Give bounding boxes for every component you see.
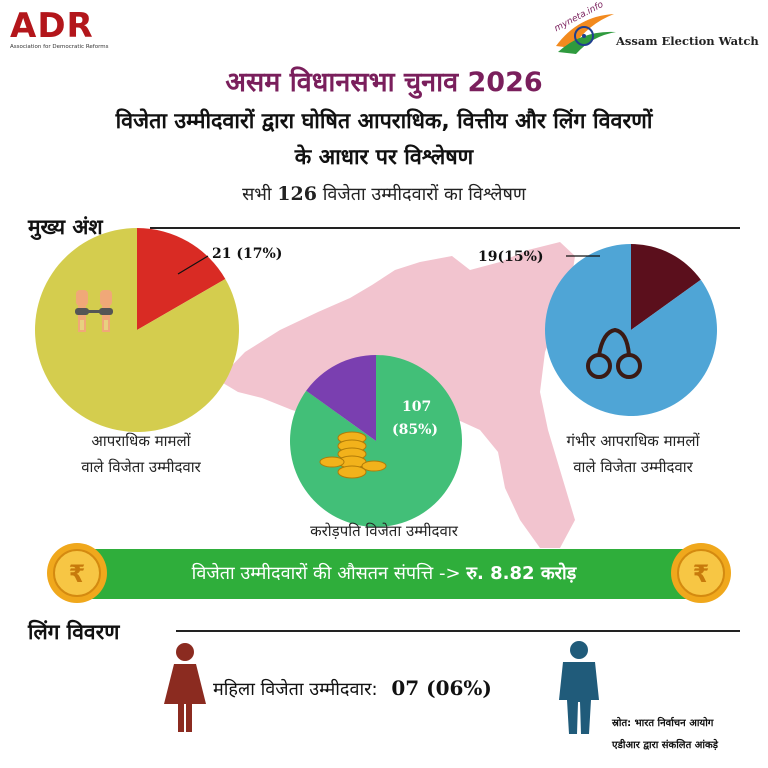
source-note: स्रोत: भारत निर्वाचन आयोग एडीआर द्वारा स… — [612, 713, 718, 757]
analysis-line: सभी 126 विजेता उम्मीदवारों का विश्लेषण — [0, 182, 768, 206]
pie-criminal — [35, 228, 240, 432]
highlights-divider — [150, 227, 740, 229]
pie-crorepati — [290, 355, 462, 527]
assam-election-watch-logo: myneta.info Assam Election Watch — [548, 0, 763, 58]
serious-caption: गंभीर आपराधिक मामलों वाले विजेता उम्मीदव… — [520, 428, 746, 480]
rupee-coins-icon — [319, 431, 387, 479]
source-line-2: एडीआर द्वारा संकलित आंकड़े — [612, 740, 719, 751]
criminal-leader-line — [177, 255, 209, 275]
criminal-caption-line-2: वाले विजेता उम्मीदवार — [81, 458, 201, 476]
subtitle-line-1: विजेता उम्मीदवारों द्वारा घोषित आपराधिक,… — [115, 109, 653, 134]
criminal-caption: आपराधिक मामलों वाले विजेता उम्मीदवार — [48, 428, 234, 480]
criminal-slice-highlight — [137, 228, 226, 330]
analysis-prefix: सभी — [242, 184, 272, 205]
analysis-count: 126 — [277, 183, 317, 205]
adr-logo-text: ADR — [10, 6, 94, 46]
source-line-1: स्रोत: भारत निर्वाचन आयोग — [612, 718, 714, 729]
adr-logo: ADR Association for Democratic Reforms — [10, 6, 130, 60]
average-assets-text: विजेता उम्मीदवारों की औसतन संपत्ति -> रु… — [76, 549, 692, 599]
serious-slice-highlight — [631, 244, 701, 330]
average-assets-value: रु. 8.82 करोड़ — [466, 563, 577, 584]
average-assets-label: विजेता उम्मीदवारों की औसतन संपत्ति -> — [191, 563, 461, 584]
pie-serious — [545, 244, 717, 417]
criminal-caption-line-1: आपराधिक मामलों — [91, 432, 191, 450]
aew-logo-text: Assam Election Watch — [616, 34, 759, 48]
female-winners-text: महिला विजेता उम्मीदवार: 07 (06%) — [213, 676, 492, 701]
gender-divider — [176, 630, 740, 632]
female-winners-value: 07 (06%) — [391, 676, 492, 700]
analysis-suffix: विजेता उम्मीदवारों का विश्लेषण — [322, 184, 526, 205]
serious-caption-line-1: गंभीर आपराधिक मामलों — [566, 432, 700, 450]
criminal-slice-rest — [35, 228, 240, 432]
adr-logo-subtitle: Association for Democratic Reforms — [10, 44, 109, 50]
average-assets-bar — [76, 549, 692, 599]
svg-text:₹: ₹ — [69, 560, 86, 588]
svg-text:₹: ₹ — [693, 560, 710, 588]
handcuffed-hands-icon — [75, 290, 113, 332]
male-icon — [559, 641, 599, 734]
serious-caption-line-2: वाले विजेता उम्मीदवार — [573, 458, 693, 476]
gender-heading: लिंग विवरण — [28, 620, 120, 644]
rupee-coin-icon-right: ₹ — [671, 543, 731, 603]
serious-data-label: 19(15%) — [478, 249, 544, 265]
crorepati-data-percent: (85%) — [392, 422, 439, 438]
crorepati-caption: करोड़पति विजेता उम्मीदवार — [310, 522, 458, 540]
chakra-swoosh-icon — [556, 14, 616, 54]
highlights-heading: मुख्य अंश — [28, 215, 103, 239]
female-icon — [164, 643, 206, 732]
serious-slice-rest — [545, 244, 717, 417]
crorepati-data-value: 107 — [402, 399, 432, 415]
rupee-coin-icon-left: ₹ — [47, 543, 107, 603]
crorepati-slice-rest — [306, 355, 376, 441]
criminal-data-label: 21 (17%) — [212, 246, 283, 262]
page-subtitle: विजेता उम्मीदवारों द्वारा घोषित आपराधिक,… — [0, 104, 768, 176]
page-title: असम विधानसभा चुनाव 2026 — [225, 67, 543, 98]
subtitle-line-2: के आधार पर विश्लेषण — [294, 145, 474, 170]
handcuffs-icon — [586, 327, 642, 379]
female-winners-label: महिला विजेता उम्मीदवार: — [213, 679, 378, 700]
